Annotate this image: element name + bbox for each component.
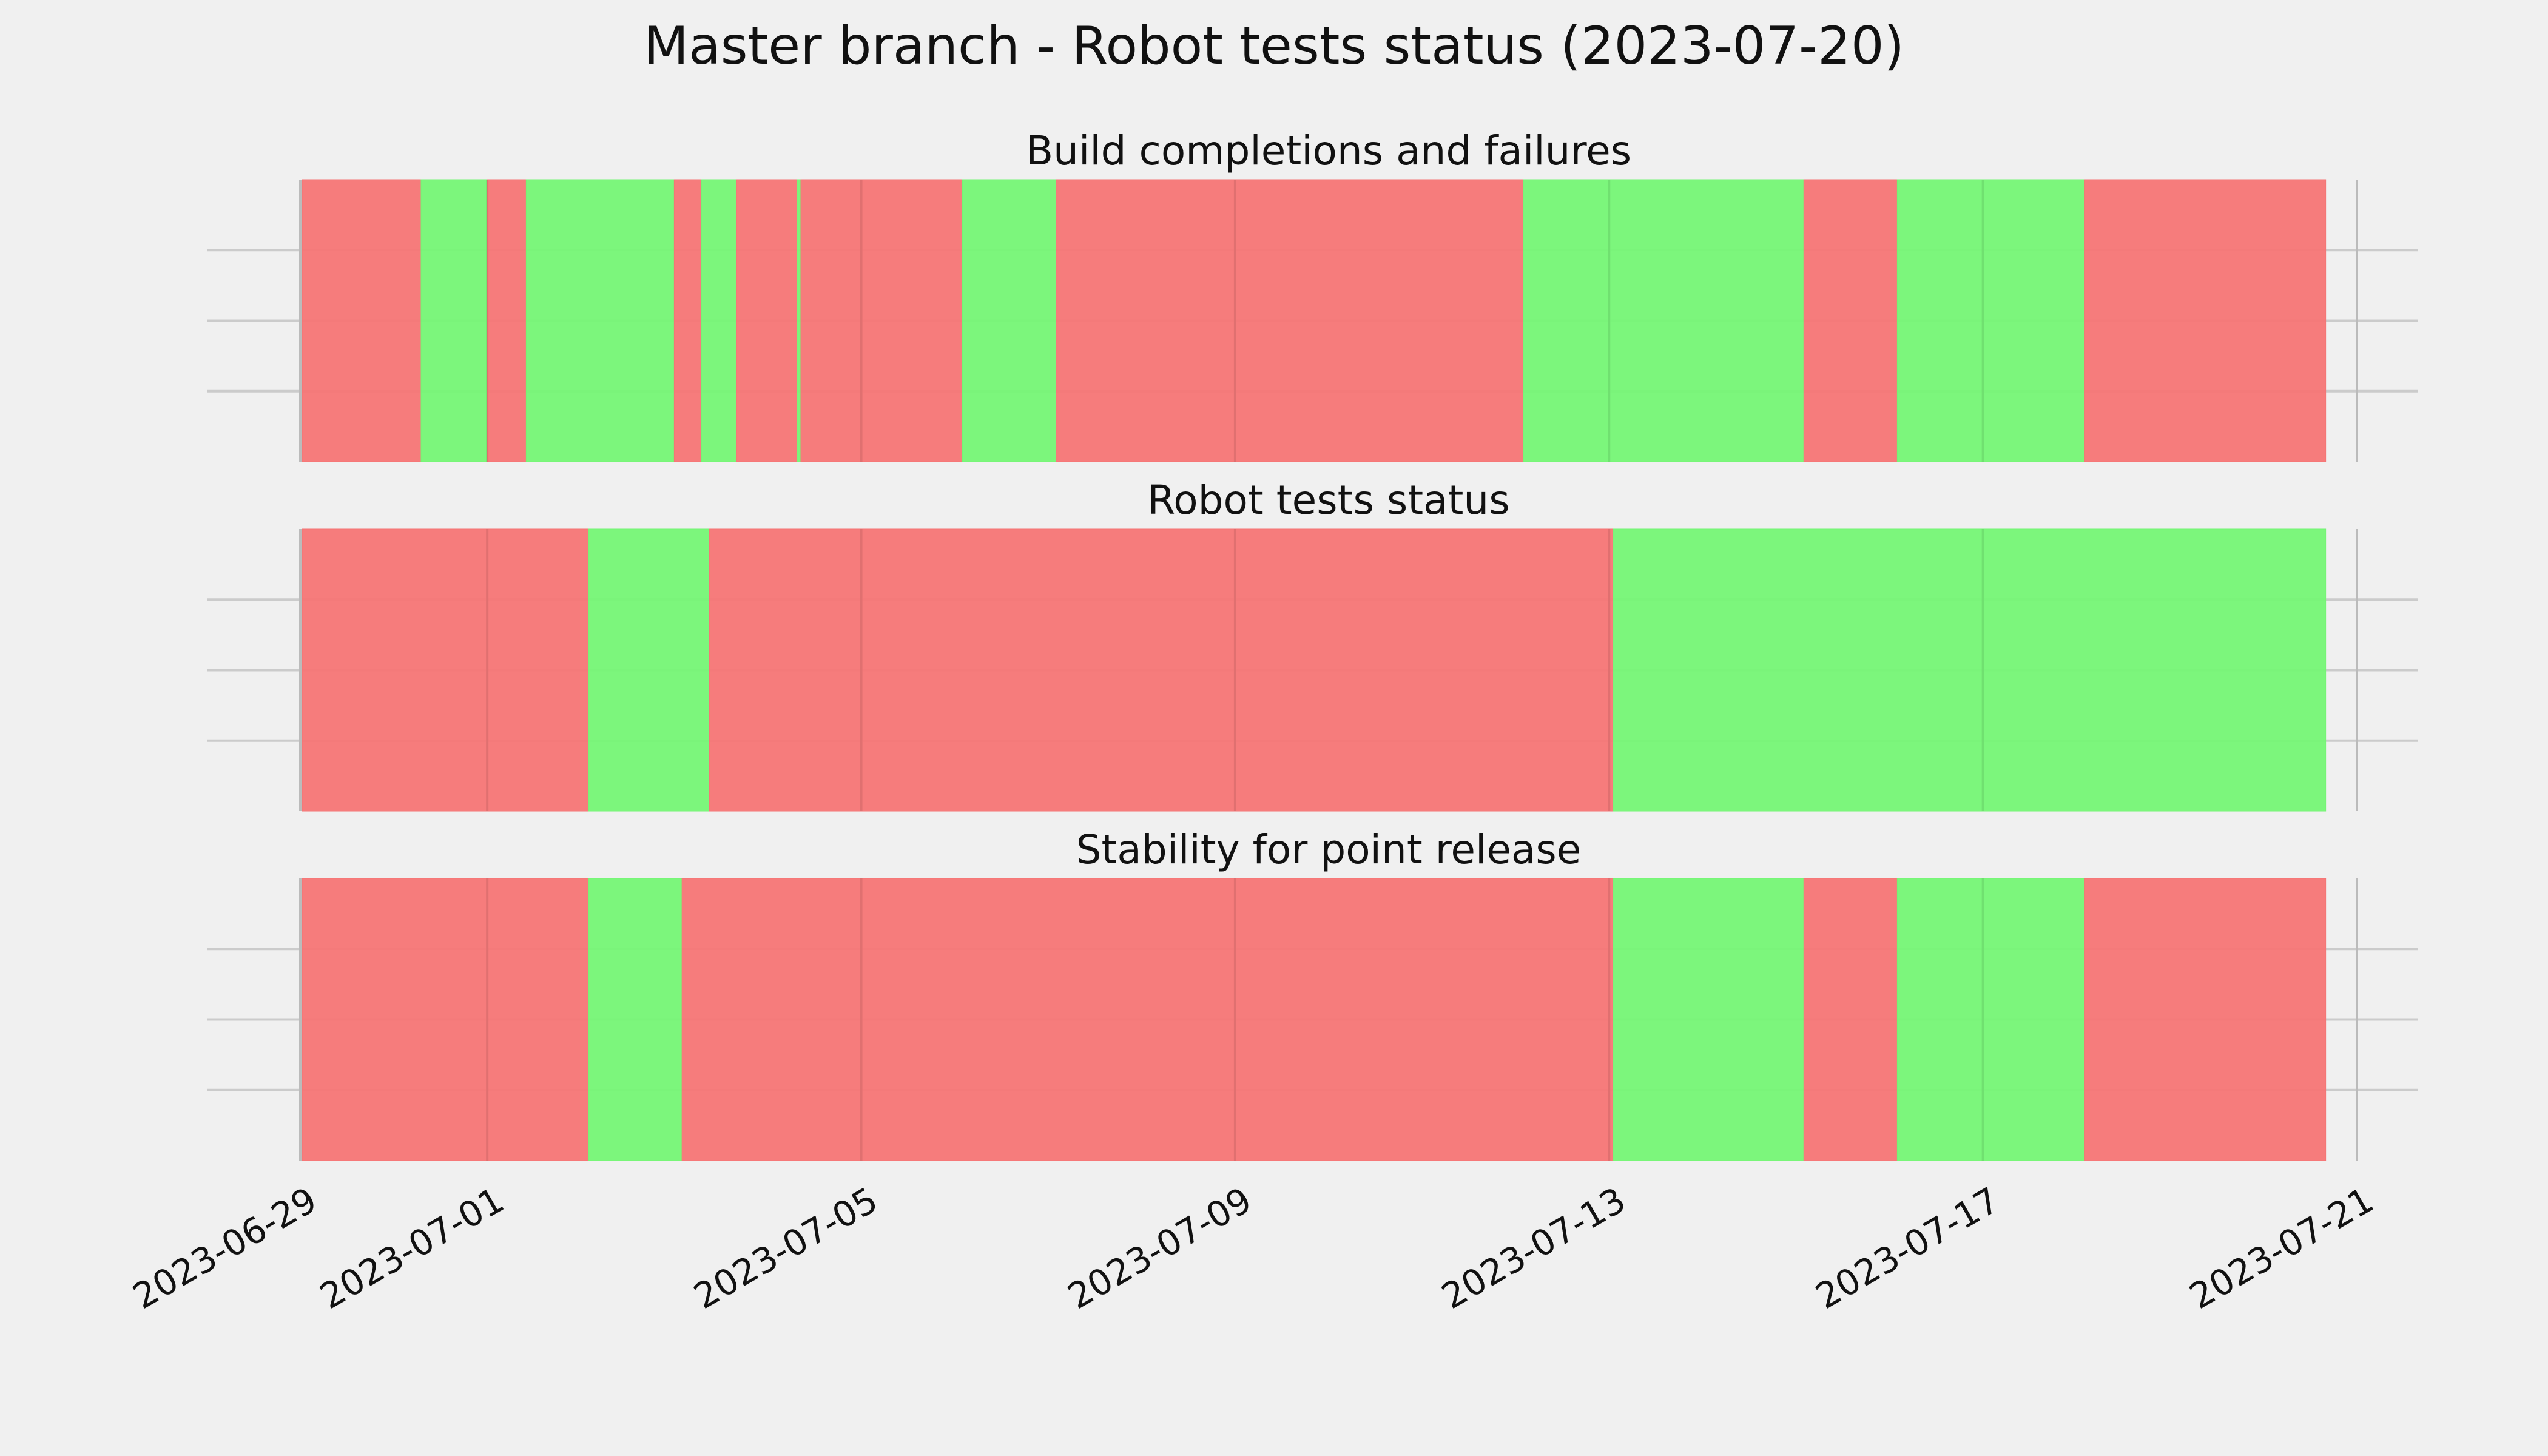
fail-segment: [681, 878, 1614, 1161]
pass-segment: [420, 179, 488, 462]
panel-title: Build completions and failures: [1026, 127, 1631, 174]
pass-segment: [1613, 528, 2327, 812]
fail-segment: [1056, 179, 1524, 462]
x-tick-label: 2023-07-21: [2183, 1179, 2381, 1317]
fail-segment: [673, 179, 702, 462]
pass-segment: [588, 528, 710, 812]
pass-segment: [588, 878, 682, 1161]
x-tick-label: 2023-06-29: [126, 1179, 324, 1317]
panel-title: Stability for point release: [1076, 826, 1582, 873]
pass-segment: [962, 179, 1057, 462]
panels: Build completions and failures Robot test…: [207, 127, 2418, 1161]
chart-title: Master branch - Robot tests status (2023…: [644, 16, 1904, 76]
fail-segment: [2084, 179, 2327, 462]
pass-segment: [1896, 179, 2085, 462]
x-tick-label: 2023-07-17: [1808, 1179, 2006, 1317]
pass-segment: [1613, 878, 1804, 1161]
x-tick-label: 2023-07-09: [1061, 1179, 1259, 1317]
fail-segment: [800, 179, 963, 462]
pass-segment: [701, 179, 737, 462]
fail-segment: [302, 878, 589, 1161]
x-tick-label: 2023-07-01: [313, 1179, 511, 1317]
panel-title: Robot tests status: [1147, 477, 1509, 524]
x-tick-label: 2023-07-13: [1435, 1179, 1633, 1317]
panel: Build completions and failures: [207, 127, 2418, 462]
pass-segment: [525, 179, 675, 462]
fail-segment: [487, 179, 527, 462]
x-tick-label: 2023-07-05: [687, 1179, 885, 1317]
fail-segment: [302, 179, 422, 462]
pass-segment: [1523, 179, 1804, 462]
pass-segment: [797, 179, 801, 462]
fail-segment: [2084, 878, 2327, 1161]
fail-segment: [736, 179, 798, 462]
pass-segment: [1896, 878, 2085, 1161]
fail-segment: [302, 528, 589, 812]
panel: Robot tests status: [207, 477, 2418, 812]
fail-segment: [709, 528, 1614, 812]
panel: Stability for point release: [207, 826, 2418, 1161]
fail-segment: [1803, 179, 1898, 462]
fail-segment: [1803, 878, 1898, 1161]
